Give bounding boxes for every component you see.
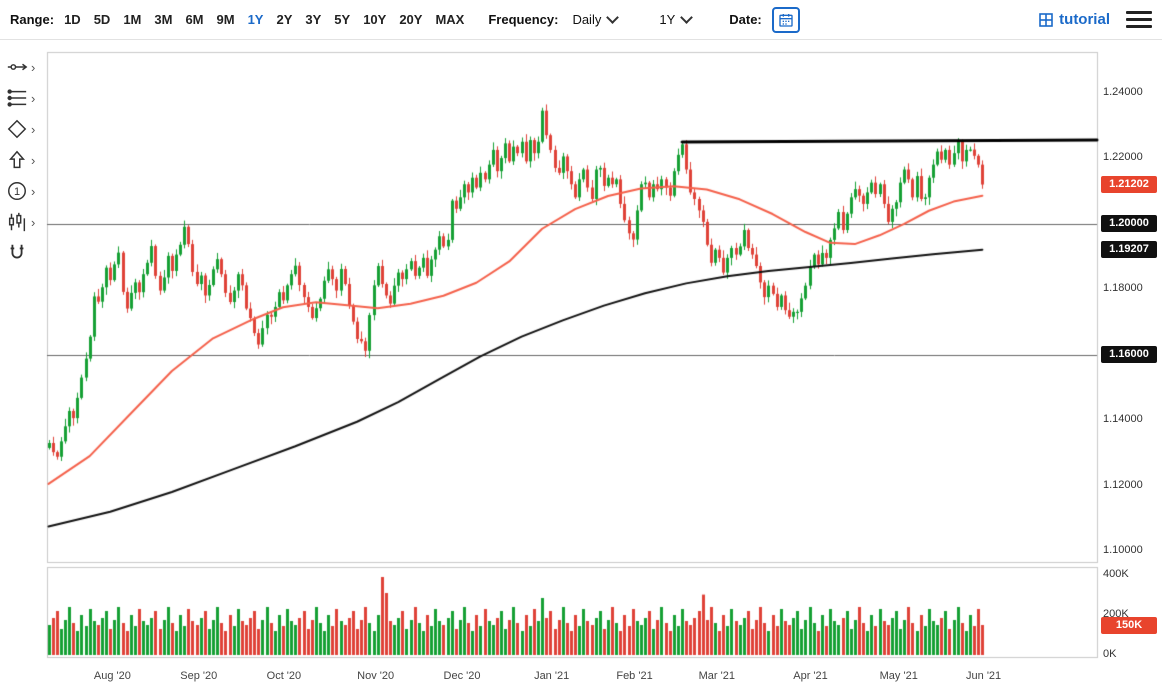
range-list: 1D 5D 1M 3M 6M 9M 1Y 2Y 3Y 5Y 10Y 20Y MAX: [64, 12, 464, 27]
chevron-right-icon: ›: [31, 183, 36, 199]
range-1M[interactable]: 1M: [123, 12, 142, 27]
frequency-value: Daily: [572, 12, 602, 27]
range-1D[interactable]: 1D: [64, 12, 81, 27]
frequency-dropdown[interactable]: Daily: [568, 10, 621, 29]
brand-text: tutorial: [1059, 11, 1110, 28]
chevron-right-icon: ›: [31, 121, 36, 137]
period-value: 1Y: [659, 12, 676, 27]
indicator-tool[interactable]: ›: [6, 211, 46, 233]
range-5D[interactable]: 5D: [93, 12, 111, 27]
range-1Y[interactable]: 1Y: [247, 12, 264, 27]
range-MAX[interactable]: MAX: [435, 12, 465, 27]
candlestick-icon: [8, 212, 26, 232]
shape-tool[interactable]: ›: [6, 118, 46, 140]
hamburger-icon: [1126, 25, 1152, 28]
chevron-down-icon: [680, 11, 694, 24]
date-picker-button[interactable]: [771, 6, 800, 33]
price-volume-chart-canvas[interactable]: [0, 40, 1162, 694]
period-dropdown[interactable]: 1Y: [655, 10, 695, 29]
hamburger-icon: [1126, 11, 1152, 14]
hamburger-icon: [1126, 18, 1152, 21]
grid-table-icon: [1039, 12, 1053, 27]
chart-region: › › › › 1 ›: [0, 40, 1162, 694]
magnet-icon: [10, 244, 24, 259]
range-5Y[interactable]: 5Y: [334, 12, 351, 27]
trendline-tool[interactable]: ›: [6, 56, 46, 78]
range-3Y[interactable]: 3Y: [305, 12, 322, 27]
date-label: Date:: [729, 12, 762, 27]
range-3M[interactable]: 3M: [154, 12, 173, 27]
range-10Y[interactable]: 10Y: [363, 12, 387, 27]
drawing-toolbar: › › › › 1 ›: [6, 56, 46, 264]
range-2Y[interactable]: 2Y: [276, 12, 293, 27]
brand-link[interactable]: tutorial: [1038, 11, 1110, 28]
magnet-tool[interactable]: [6, 242, 46, 264]
circled-one-icon: 1: [8, 182, 26, 200]
chevron-right-icon: ›: [31, 214, 36, 230]
chevron-right-icon: ›: [31, 90, 36, 106]
diamond-icon: [7, 119, 27, 139]
calendar-icon: [779, 13, 793, 27]
fibonacci-tool[interactable]: ›: [6, 87, 46, 109]
toolbar: Range: 1D 5D 1M 3M 6M 9M 1Y 2Y 3Y 5Y 10Y 20Y MAX Fre…: [0, 0, 1162, 40]
range-9M[interactable]: 9M: [216, 12, 235, 27]
fibonacci-icon: [7, 89, 27, 107]
range-label: Range:: [10, 12, 55, 27]
chevron-right-icon: ›: [31, 152, 36, 168]
svg-text:1: 1: [14, 186, 20, 198]
annotation-number-tool[interactable]: 1 ›: [6, 180, 46, 202]
menu-button[interactable]: [1126, 9, 1152, 31]
trendline-icon: [7, 63, 28, 71]
range-6M[interactable]: 6M: [185, 12, 204, 27]
chevron-right-icon: ›: [31, 59, 36, 75]
frequency-label: Frequency:: [488, 12, 559, 27]
chevron-down-icon: [606, 11, 620, 24]
arrow-tool[interactable]: ›: [6, 149, 46, 171]
range-20Y[interactable]: 20Y: [399, 12, 423, 27]
arrow-up-icon: [8, 150, 26, 169]
